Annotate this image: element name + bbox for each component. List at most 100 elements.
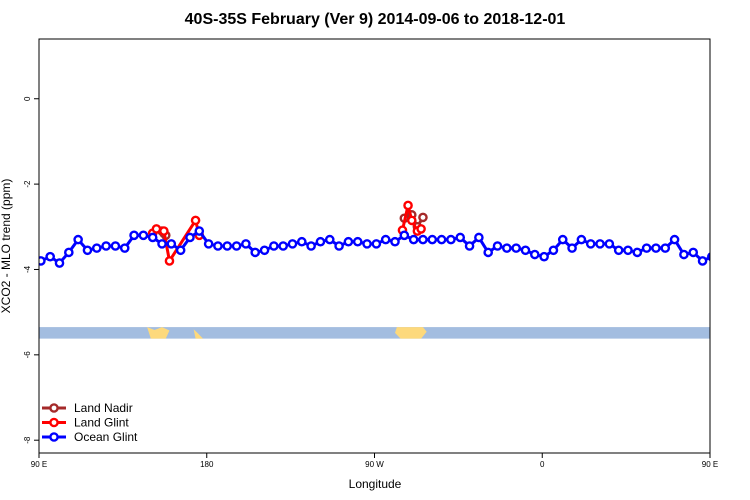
legend-marker-ocean-glint — [49, 432, 59, 442]
ocean-glint-point — [746, 247, 750, 254]
ocean-glint-point — [82, 245, 93, 256]
ocean-glint-point — [727, 247, 734, 254]
ocean-glint-point — [697, 256, 708, 266]
legend-label-land-glint: Land Glint — [74, 416, 129, 430]
ocean-glint-point — [613, 245, 624, 256]
ocean-glint-point — [446, 234, 456, 245]
x-tick-label: 180 — [200, 460, 214, 469]
ocean-glint-point — [539, 251, 549, 262]
land-glint-point — [190, 215, 201, 226]
y-tick-label: -6 — [23, 351, 32, 359]
land-glint-point — [416, 224, 426, 234]
legend-label-land-nadir: Land Nadir — [74, 401, 133, 415]
ocean-glint-point — [548, 245, 559, 256]
ocean-glint-point — [371, 239, 382, 249]
ocean-glint-point — [45, 251, 55, 262]
ocean-glint-point — [278, 241, 288, 251]
ocean-glint-point — [129, 230, 139, 241]
ocean-glint-point — [138, 230, 149, 241]
ocean-glint-point — [436, 234, 447, 245]
ocean-glint-point — [194, 226, 205, 236]
x-axis-label: Longitude — [349, 477, 402, 491]
ocean-glint-point — [688, 247, 699, 258]
ocean-glint-point — [660, 243, 671, 253]
x-tick-label: 90 W — [365, 460, 384, 469]
ocean-glint-point — [455, 232, 466, 243]
ocean-glint-point — [203, 239, 214, 249]
map-ocean-band — [39, 327, 710, 339]
ocean-glint-point — [352, 236, 363, 247]
ocean-glint-point — [576, 234, 587, 245]
ocean-glint-point — [259, 245, 270, 256]
y-axis-label: XCO2 - MLO trend (ppm) — [0, 179, 13, 314]
ocean-glint-point — [213, 241, 223, 251]
ocean-glint-point — [736, 236, 743, 243]
ocean-glint-point — [464, 241, 475, 251]
x-axis: 90 E 180 90 W 0 90 E — [31, 453, 718, 469]
ocean-glint-point — [343, 236, 354, 247]
ocean-glint-point — [474, 232, 484, 243]
ocean-glint-point — [380, 234, 391, 245]
ocean-glint-point — [567, 243, 577, 253]
ocean-glint-point — [64, 247, 74, 258]
ocean-glint-point — [91, 243, 102, 253]
ocean-glint-point — [157, 239, 167, 249]
legend-marker-land-glint — [49, 417, 59, 428]
ocean-glint-point — [707, 252, 710, 262]
ocean-glint-point — [306, 241, 316, 251]
ocean-glint-point — [101, 241, 111, 251]
ocean-glint-point — [362, 239, 372, 249]
ocean-glint-point — [641, 243, 652, 253]
ocean-glint-point — [408, 234, 419, 245]
legend-label-ocean-glint: Ocean Glint — [74, 430, 138, 444]
ocean-glint-point — [511, 243, 521, 253]
ocean-glint-point — [287, 239, 298, 249]
map-land-shape — [395, 327, 427, 339]
ocean-glint-point — [557, 234, 568, 245]
ocean-glint-point — [73, 234, 83, 245]
ocean-glint-point — [595, 239, 605, 249]
ocean-glint-point — [427, 234, 438, 245]
x-tick-label: 90 E — [702, 460, 718, 469]
map-land-shape — [147, 327, 170, 339]
ocean-glint-point — [718, 257, 725, 264]
ocean-glint-point — [175, 245, 186, 256]
ocean-glint-point — [520, 245, 531, 256]
ocean-glint-point — [250, 247, 261, 258]
ocean-glint-point — [110, 241, 121, 251]
map-strip — [39, 327, 710, 339]
ocean-glint-point — [492, 241, 503, 251]
ocean-glint-point — [241, 239, 251, 249]
ocean-glint-point — [679, 249, 689, 260]
ocean-glint-point — [623, 245, 633, 256]
y-tick-label: -2 — [23, 180, 32, 188]
ocean-glint-point — [166, 239, 177, 249]
ocean-glint-point — [39, 256, 46, 266]
ocean-glint-point — [269, 241, 279, 251]
ocean-glint-point — [147, 232, 158, 243]
land-glint-point — [403, 200, 413, 211]
ocean-glint-point — [185, 232, 195, 243]
land-glint-point — [164, 256, 175, 266]
chart-title: 40S-35S February (Ver 9) 2014-09-06 to 2… — [185, 11, 566, 28]
ocean-glint-point — [324, 234, 335, 245]
ocean-glint-point — [399, 230, 410, 241]
land-nadir-point — [418, 212, 428, 223]
y-axis: 0 -2 -4 -6 -8 — [23, 96, 39, 444]
ocean-glint-point — [315, 236, 326, 247]
ocean-glint-point — [222, 241, 233, 251]
legend-marker-land-nadir — [49, 403, 59, 413]
ocean-glint-point — [651, 243, 661, 253]
ocean-glint-point — [231, 241, 242, 251]
ocean-glint-point — [54, 258, 65, 268]
land-glint-point — [151, 224, 162, 234]
ocean-glint-point — [418, 234, 428, 245]
map-land-shape — [193, 329, 204, 339]
ocean-glint-point — [632, 247, 643, 258]
ocean-glint-point — [334, 241, 344, 251]
land-glint-point — [406, 215, 417, 226]
ocean-glint-point — [529, 249, 540, 260]
ocean-glint-point — [483, 247, 493, 258]
ocean-glint-point — [297, 236, 307, 247]
